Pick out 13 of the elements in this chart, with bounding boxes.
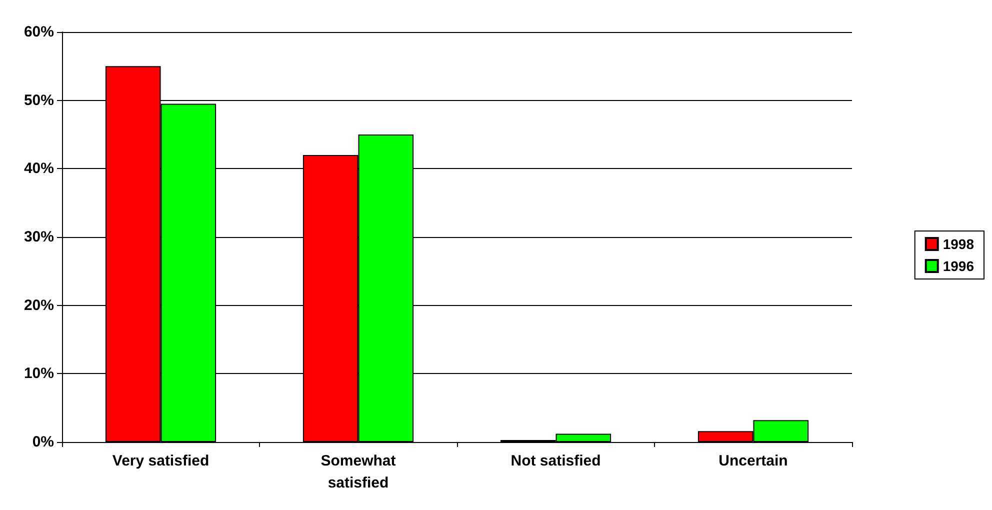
y-tick-label: 40%	[24, 160, 54, 178]
y-tick-label: 30%	[24, 228, 54, 246]
y-tick-label: 20%	[24, 296, 54, 314]
y-tick-label: 10%	[24, 365, 54, 382]
y-tick-label: 50%	[24, 92, 54, 109]
x-tick-label: Uncertain	[718, 452, 788, 470]
legend-label: 1998	[942, 236, 974, 252]
x-tick-label: Somewhat satisfied	[320, 452, 396, 492]
x-tick-label: Not satisfied	[510, 452, 601, 470]
legend-label: 1996	[942, 258, 974, 274]
y-tick-label: 0%	[32, 434, 54, 450]
x-tick-label: Very satisfied	[112, 452, 210, 470]
y-tick-label: 60%	[24, 24, 54, 40]
